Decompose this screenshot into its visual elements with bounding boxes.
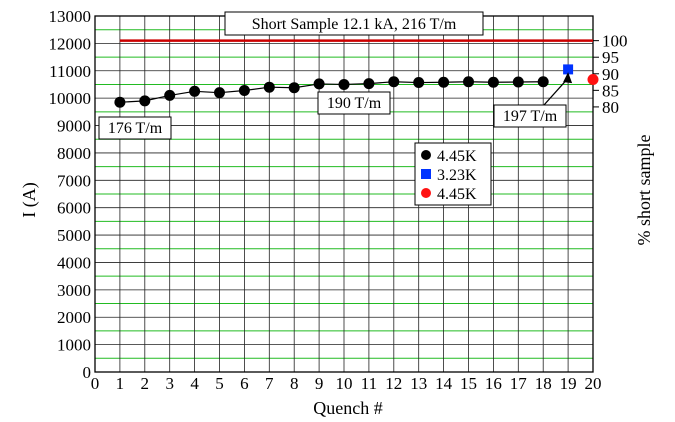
- short-sample-label: Short Sample 12.1 kA, 216 T/m: [252, 16, 457, 33]
- x-tick-label: 7: [265, 374, 274, 393]
- legend: 4.45K 3.23K 4.45K: [414, 142, 492, 206]
- data-point-circle: [313, 78, 325, 90]
- y2-tick-label: 80: [602, 98, 619, 117]
- y-tick-label: 7000: [57, 171, 91, 190]
- data-point-circle: [214, 87, 225, 99]
- x-tick-label: 5: [215, 374, 224, 393]
- annotation-box: [317, 91, 391, 115]
- data-point-circle: [363, 78, 375, 90]
- legend-marker-circle: [421, 188, 431, 198]
- x-tick-label: 18: [535, 374, 552, 393]
- annotation-label: 190 T/m: [327, 95, 382, 112]
- x-tick-label: 2: [141, 374, 150, 393]
- y-tick-label: 10000: [49, 89, 92, 108]
- y-tick-label: 4000: [57, 253, 91, 272]
- legend-entry: 4.45K: [437, 186, 477, 203]
- y-tick-label: 0: [83, 363, 92, 382]
- y2-tick-label: 85: [602, 81, 619, 100]
- y-tick-label: 11000: [49, 62, 91, 81]
- y-tick-label: 2000: [57, 308, 91, 327]
- x-tick-label: 8: [290, 374, 299, 393]
- annotation-label: 176 T/m: [108, 120, 163, 137]
- x-tick-label: 11: [361, 374, 377, 393]
- legend-marker-circle: [421, 150, 431, 160]
- data-point-circle: [139, 95, 151, 107]
- x-tick-label: 9: [315, 374, 324, 393]
- data-point-circle: [288, 82, 300, 94]
- x-tick-label: 3: [165, 374, 174, 393]
- annotation-box: [493, 104, 567, 128]
- y2-tick-label: 90: [602, 65, 619, 84]
- x-tick-label: 15: [460, 374, 477, 393]
- legend-entry: 4.45K: [437, 148, 477, 165]
- x-tick-label: 0: [91, 374, 100, 393]
- data-point-circle: [164, 89, 176, 101]
- data-point-circle: [238, 84, 250, 96]
- y-tick-label: 9000: [57, 117, 91, 136]
- x-tick-label: 19: [560, 374, 577, 393]
- x-tick-label: 16: [485, 374, 502, 393]
- annotations: Short Sample 12.1 kA, 216 T/m 176 T/m 190 …: [98, 11, 573, 140]
- axis-ticks: 0 1 2 3 4 5 6 7 8 9 10 11 12 13 14 15 16 17 18 19 2001000200…: [49, 7, 628, 393]
- x-tick-label: 14: [435, 374, 453, 393]
- annotation-label: 197 T/m: [503, 108, 558, 125]
- data-point-circle: [413, 77, 425, 89]
- data-point-circle: [512, 76, 524, 88]
- x-tick-label: 1: [116, 374, 125, 393]
- data-point-circle: [587, 74, 599, 86]
- data-point-circle: [438, 76, 450, 88]
- data-point-circle: [114, 96, 126, 108]
- short-sample-label-box: [224, 11, 484, 36]
- data-point-circle: [189, 85, 201, 97]
- legend-entry: 3.23K: [437, 167, 477, 184]
- y2-axis-label: % short sample: [634, 135, 654, 246]
- y-tick-label: 5000: [57, 226, 91, 245]
- y-tick-label: 3000: [57, 281, 91, 300]
- y-tick-label: 8000: [57, 144, 91, 163]
- legend-marker-square: [421, 169, 431, 179]
- x-axis-label: Quench #: [313, 398, 382, 418]
- x-tick-label: 17: [510, 374, 528, 393]
- y-tick-label: 13000: [49, 7, 92, 26]
- data-point-circle: [487, 76, 499, 88]
- x-tick-label: 10: [336, 374, 353, 393]
- data-point-circle: [263, 81, 275, 93]
- y-tick-label: 6000: [57, 199, 91, 218]
- data-point-circle: [338, 78, 350, 90]
- y2-tick-label: 95: [602, 48, 619, 67]
- x-tick-label: 4: [190, 374, 199, 393]
- annotation-box: [98, 116, 172, 140]
- y-tick-label: 12000: [49, 34, 92, 53]
- y-axis-label: I (A): [19, 182, 40, 217]
- grid: [94, 15, 594, 373]
- y-tick-label: 1000: [57, 336, 91, 355]
- data-point-square: [563, 64, 574, 75]
- annotation-arrowhead: [563, 72, 573, 84]
- annotation-arrow: [543, 77, 569, 106]
- data-point-circle: [537, 76, 549, 88]
- data-point-circle: [388, 76, 400, 88]
- x-tick-label: 12: [385, 374, 402, 393]
- y2-tick-label: 100: [602, 32, 628, 51]
- x-tick-label: 6: [240, 374, 249, 393]
- data-point-circle: [463, 76, 474, 88]
- x-tick-label: 13: [410, 374, 427, 393]
- x-tick-label: 20: [585, 374, 602, 393]
- data-points: [114, 64, 599, 108]
